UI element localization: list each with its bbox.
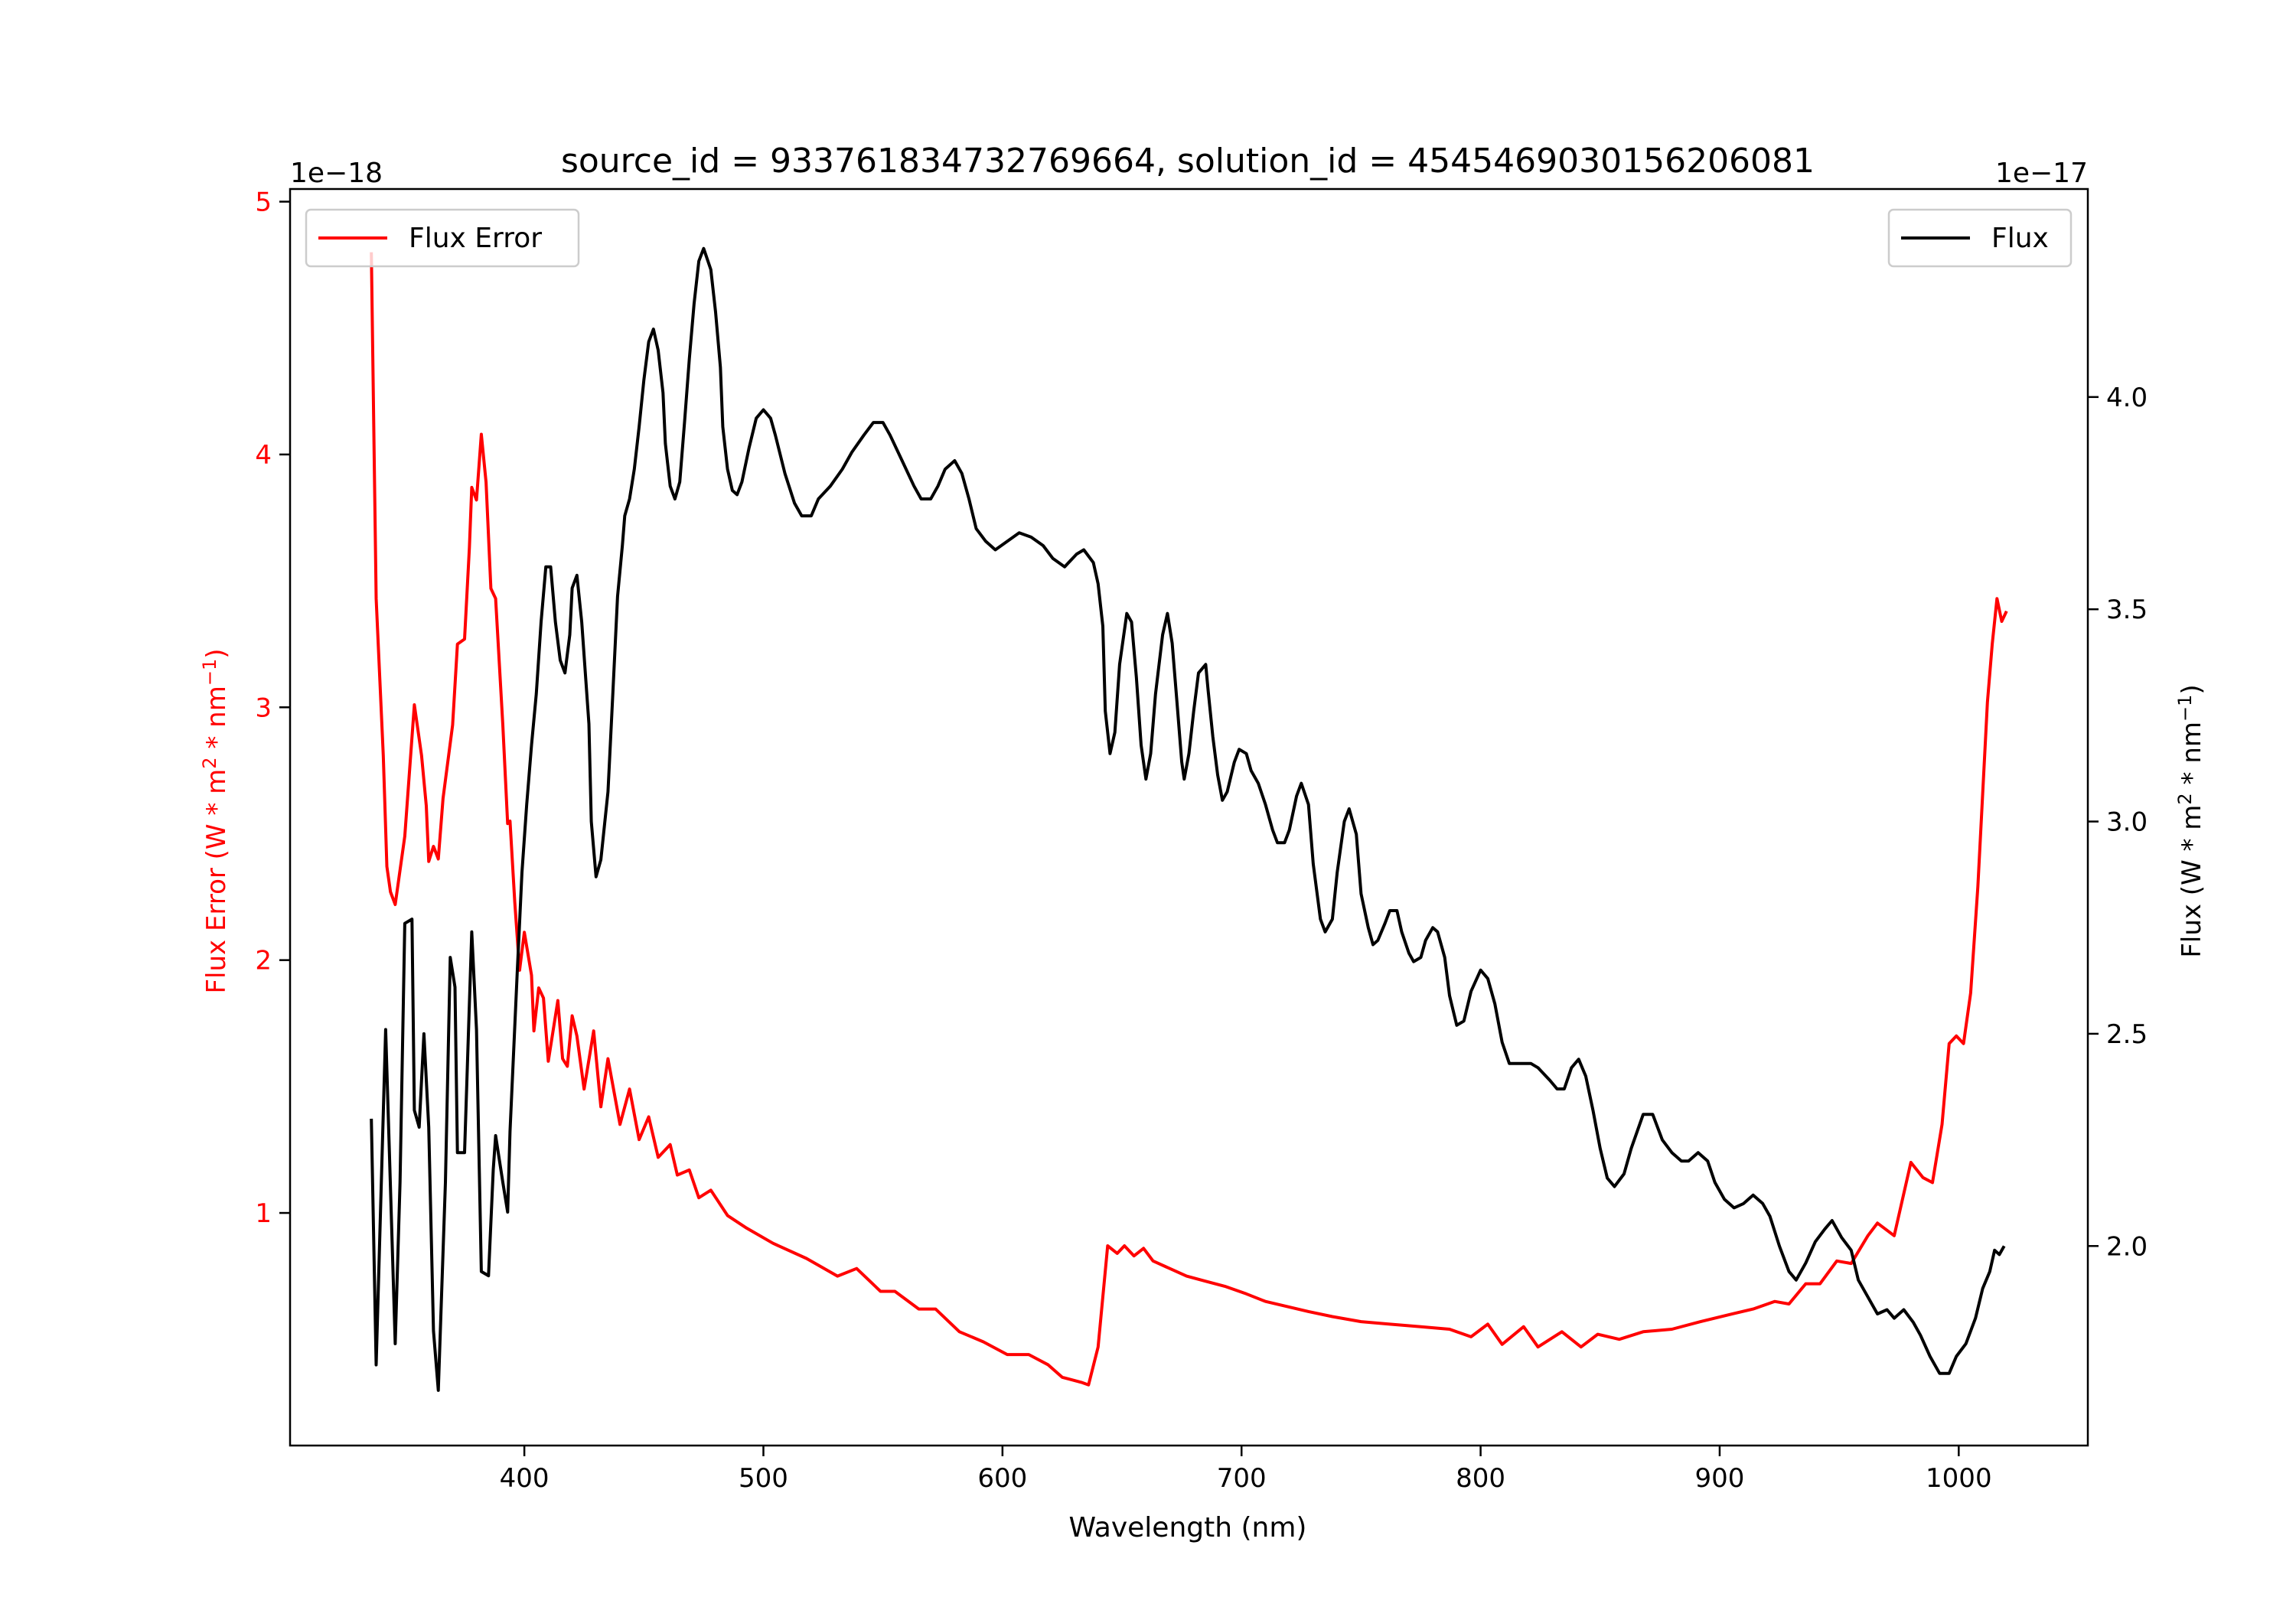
x-tick-label: 800 — [1456, 1463, 1505, 1494]
right-y-axis-label: Flux (W * m2 * nm−1) — [2174, 684, 2207, 957]
label-part: * nm — [201, 686, 232, 757]
x-tick-label: 500 — [739, 1463, 788, 1494]
right-y-tick-label: 2.5 — [2106, 1019, 2148, 1050]
left-y-tick-label: 2 — [255, 946, 272, 976]
left-y-tick-label: 4 — [255, 440, 272, 471]
x-axis-label: Wavelength (nm) — [1069, 1512, 1307, 1543]
legend-label: Flux — [1991, 223, 2049, 254]
label-superscript: −1 — [199, 659, 220, 686]
legend-flux-error: Flux Error — [305, 208, 580, 268]
label-superscript: −1 — [2174, 695, 2196, 722]
label-part: * nm — [2177, 722, 2207, 793]
left-offset-text: 1e−18 — [290, 158, 383, 189]
plot-lines — [370, 246, 2008, 1392]
label-superscript: 2 — [199, 757, 220, 768]
legend-label: Flux Error — [409, 223, 542, 254]
left-y-tick-label: 5 — [255, 187, 272, 218]
left-y-tick-label: 1 — [255, 1198, 272, 1229]
label-part: Flux Error (W * m — [201, 769, 232, 994]
flux-error-line — [370, 252, 2008, 1387]
x-tick-label: 1000 — [1926, 1463, 1992, 1494]
x-tick-label: 700 — [1217, 1463, 1267, 1494]
flux-line — [370, 246, 2006, 1392]
label-part: ) — [2177, 684, 2207, 694]
legend-flux: Flux — [1887, 208, 2073, 268]
label-part: Flux (W * m — [2177, 805, 2207, 958]
right-y-tick-label: 3.0 — [2106, 807, 2148, 838]
x-tick-label: 900 — [1695, 1463, 1745, 1494]
left-y-tick-label: 3 — [255, 693, 272, 723]
chart-title: source_id = 933761834732769664, solution… — [561, 142, 1815, 181]
x-tick-label: 400 — [500, 1463, 550, 1494]
label-part: ) — [201, 648, 232, 658]
right-y-tick-label: 4.0 — [2106, 383, 2148, 413]
right-y-tick-label: 2.0 — [2106, 1231, 2148, 1262]
label-superscript: 2 — [2174, 793, 2196, 804]
axes-frame — [289, 187, 2089, 1447]
left-y-axis-label: Flux Error (W * m2 * nm−1) — [199, 648, 232, 993]
legend-box — [305, 208, 580, 268]
right-y-tick-label: 3.5 — [2106, 595, 2148, 625]
right-offset-text: 1e−17 — [1995, 158, 2088, 189]
legend-box — [1887, 208, 2073, 268]
axis-ticks: 400 500 600 700 800 900 1000 1 2 3 4 5 2.0 2.5 3.0 3.5 4… — [255, 187, 2148, 1494]
x-tick-label: 600 — [977, 1463, 1027, 1494]
